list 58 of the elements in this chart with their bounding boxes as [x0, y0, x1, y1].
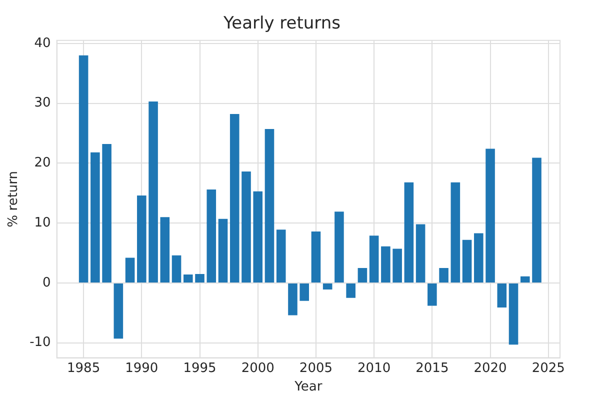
y-tick-label: 10 — [34, 215, 51, 230]
x-axis-title: Year — [294, 380, 323, 395]
bar — [300, 283, 309, 301]
bar — [369, 236, 379, 282]
x-tick-label: 1985 — [67, 360, 100, 376]
bar — [160, 217, 170, 282]
bar — [381, 246, 390, 282]
bar — [264, 129, 274, 282]
bar — [462, 240, 472, 282]
y-tick-label: 30 — [34, 96, 51, 111]
y-tick-label: 20 — [34, 156, 51, 171]
bar — [450, 182, 460, 282]
x-tick-label: 2005 — [299, 360, 333, 376]
bar — [486, 148, 495, 282]
bar — [428, 283, 437, 306]
x-tick-label: 2010 — [358, 360, 391, 376]
bar — [137, 196, 146, 282]
bar — [311, 231, 321, 282]
y-axis-title: % return — [6, 170, 22, 228]
bar — [172, 255, 182, 282]
x-tick-label: 2000 — [241, 360, 274, 376]
bar — [102, 144, 112, 282]
bar — [125, 258, 135, 282]
bar — [520, 276, 530, 282]
bar — [334, 212, 344, 282]
bar — [474, 233, 484, 282]
bar — [416, 224, 426, 282]
x-tick-label: 2015 — [416, 360, 449, 376]
bar — [253, 191, 263, 282]
bar — [218, 218, 228, 282]
bar — [276, 230, 286, 282]
bar — [508, 283, 518, 345]
x-tick-label: 1990 — [125, 360, 158, 376]
x-tick-label: 2020 — [474, 360, 507, 376]
bar — [497, 283, 507, 308]
bar — [322, 283, 332, 290]
bar — [183, 274, 193, 282]
bar — [90, 152, 100, 282]
bar — [288, 283, 298, 316]
y-tick-label: 0 — [42, 275, 51, 290]
bar — [404, 182, 414, 282]
bar — [242, 172, 251, 282]
x-tick-label: 2025 — [532, 360, 565, 376]
bar — [358, 268, 368, 282]
y-tick-label: 40 — [34, 36, 51, 51]
bar — [195, 274, 204, 282]
y-tick-label: -10 — [30, 335, 51, 350]
bar — [78, 55, 88, 282]
bar — [532, 158, 542, 282]
bar — [346, 283, 356, 298]
x-tick-label: 1995 — [183, 360, 216, 376]
bar — [114, 283, 124, 339]
bar — [206, 190, 216, 282]
bar — [148, 101, 158, 282]
chart-title: Yearly returns — [222, 14, 341, 34]
bar — [230, 114, 240, 282]
bar — [392, 248, 402, 282]
bar — [439, 268, 448, 282]
